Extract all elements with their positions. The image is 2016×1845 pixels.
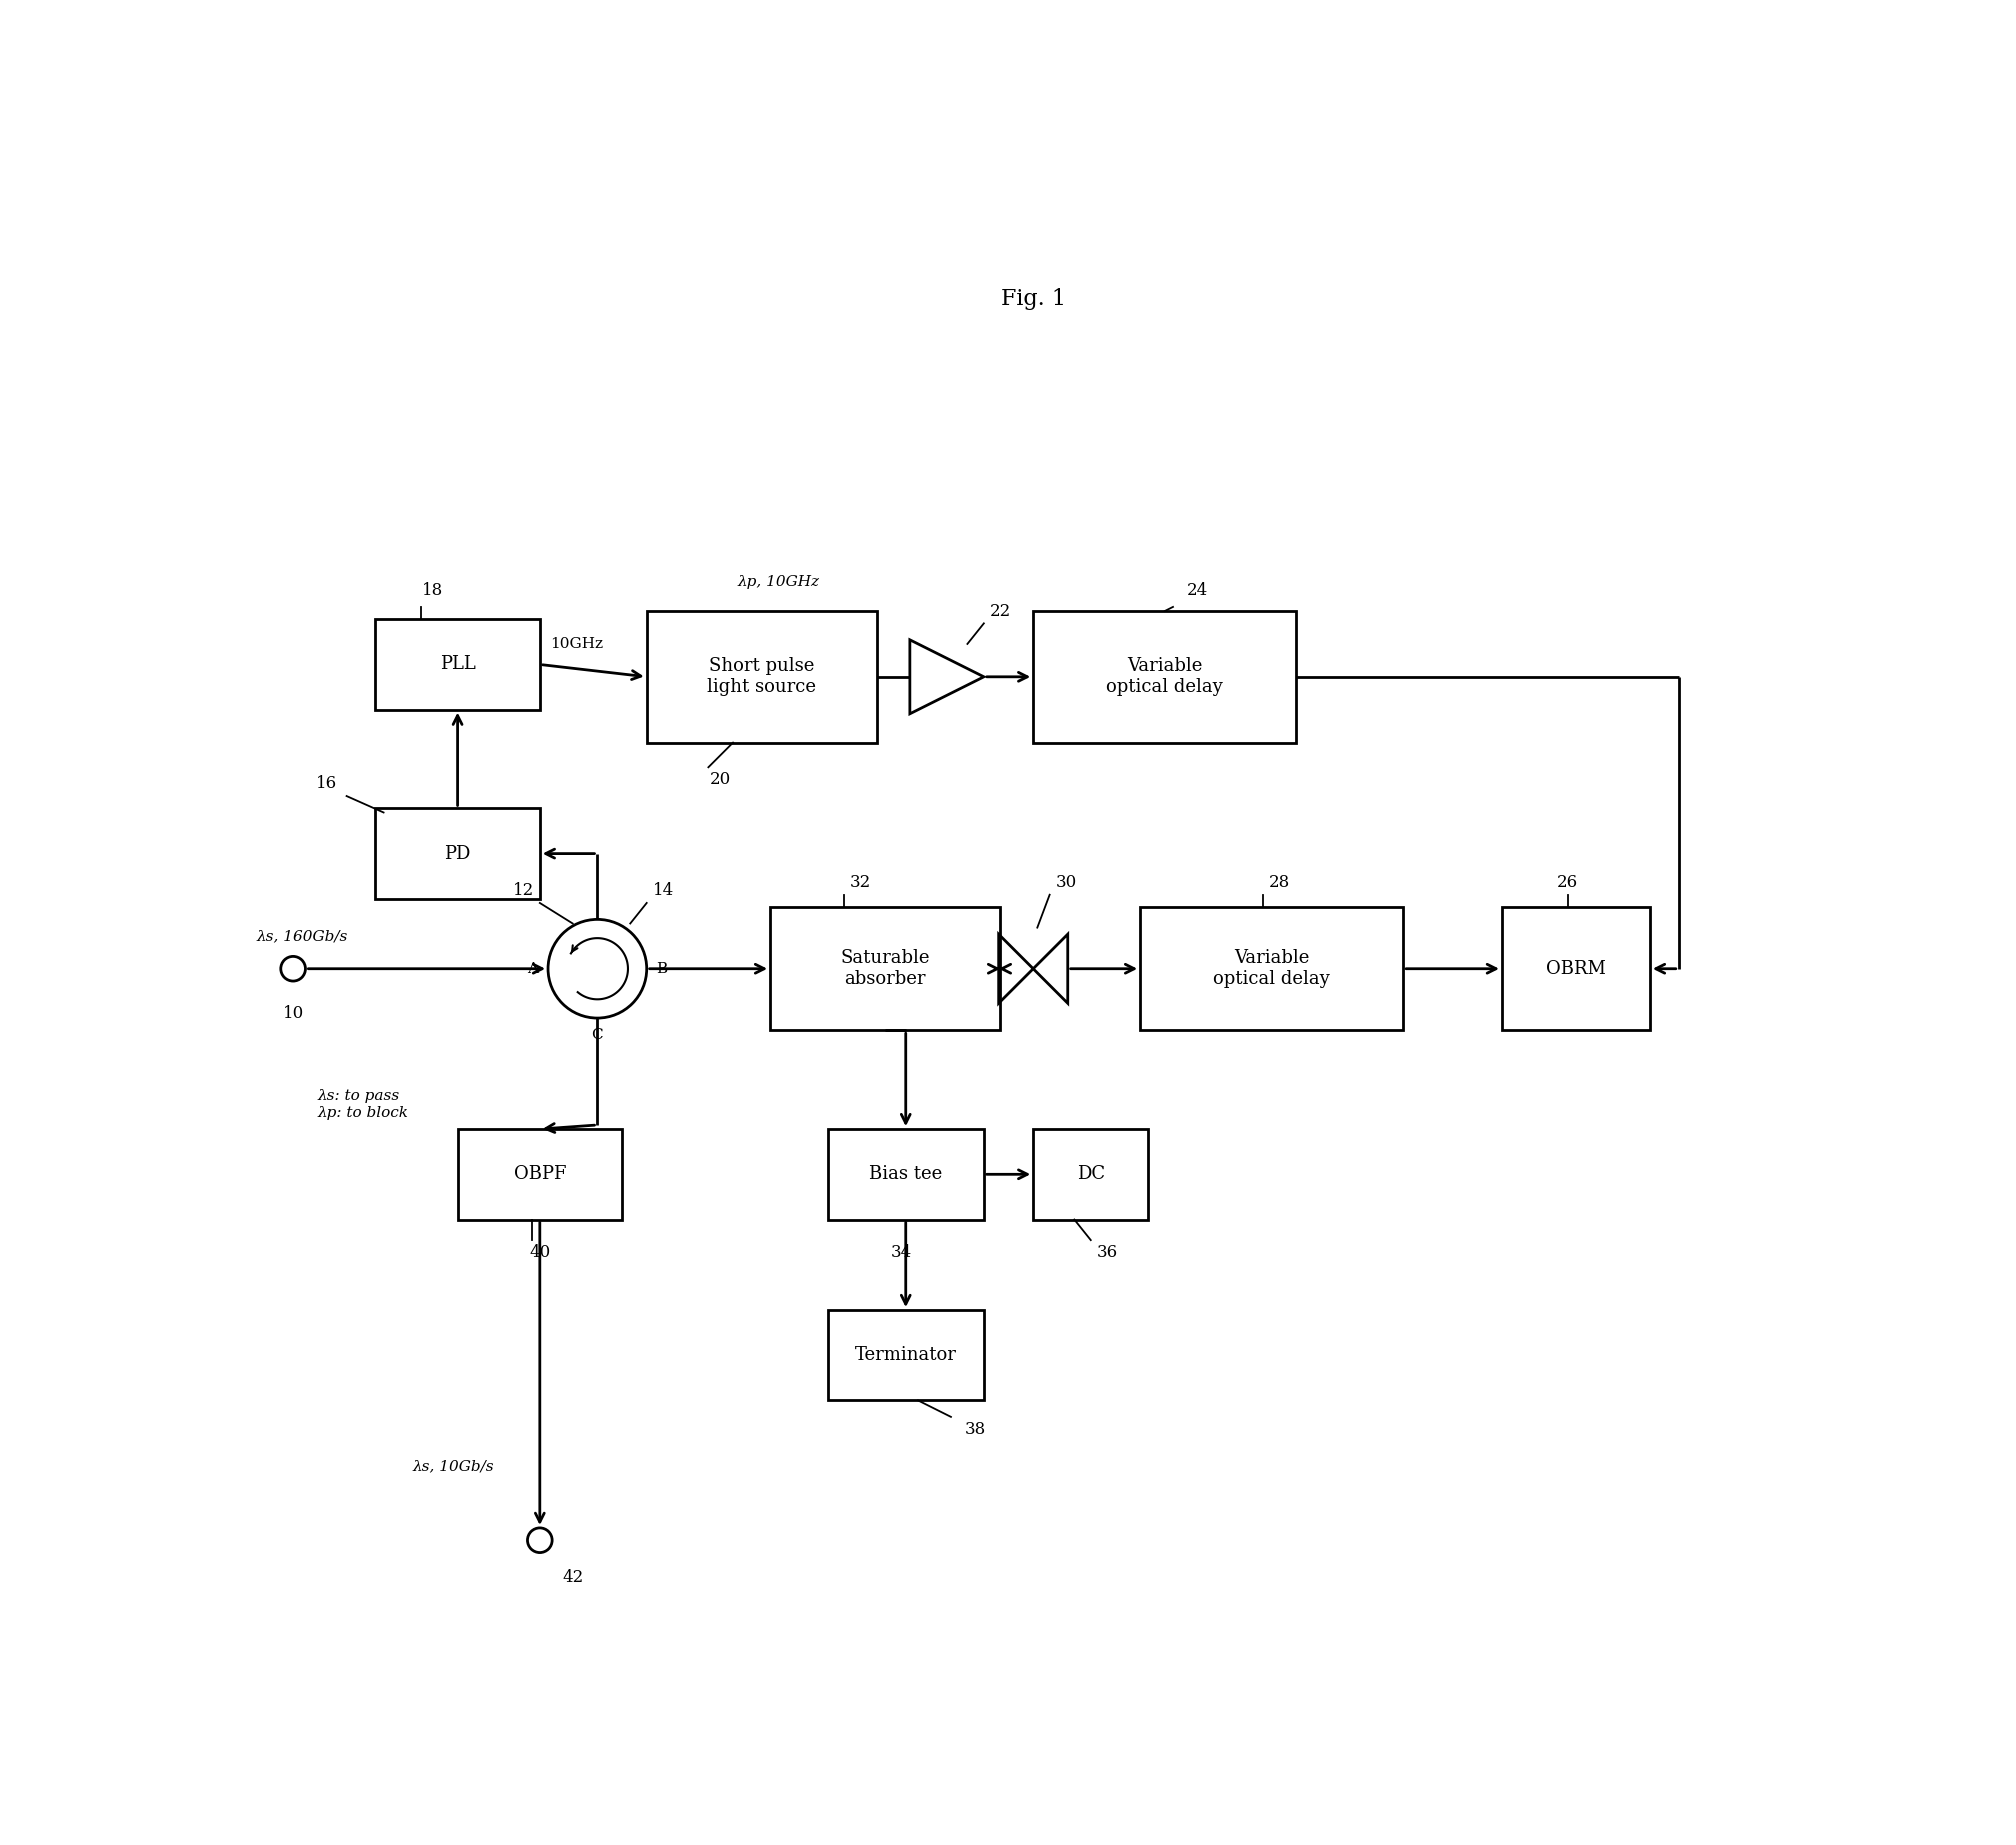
Text: λp, 10GHz: λp, 10GHz [738,576,818,589]
Text: OBRM: OBRM [1546,959,1607,978]
Text: 36: 36 [1097,1244,1117,1260]
Text: 12: 12 [512,882,534,899]
Text: 30: 30 [1056,875,1077,891]
Bar [375,808,540,899]
Bar [375,620,540,710]
Text: 18: 18 [421,581,444,600]
Text: 42: 42 [562,1568,583,1585]
Bar [829,1310,984,1400]
Text: λs, 160Gb/s: λs, 160Gb/s [256,928,347,943]
Text: 28: 28 [1270,875,1290,891]
Bar [1032,1129,1149,1220]
Bar [1502,908,1649,1030]
Text: PLL: PLL [439,655,476,673]
Text: PD: PD [444,845,472,863]
Text: Short pulse
light source: Short pulse light source [708,657,816,696]
Text: 22: 22 [990,603,1010,620]
Text: 40: 40 [528,1244,550,1260]
Text: λs: to pass
λp: to block: λs: to pass λp: to block [319,1089,409,1120]
Bar [1032,611,1296,742]
Text: 10: 10 [282,1006,304,1022]
Text: 16: 16 [314,775,337,792]
Text: Variable
optical delay: Variable optical delay [1107,657,1224,696]
Text: 10GHz: 10GHz [550,637,603,651]
Text: Saturable
absorber: Saturable absorber [841,950,929,989]
Text: Variable
optical delay: Variable optical delay [1214,950,1331,989]
Text: 32: 32 [851,875,871,891]
Text: OBPF: OBPF [514,1166,566,1183]
Bar [458,1129,623,1220]
Text: C: C [591,1028,603,1042]
Bar [770,908,1000,1030]
Text: 20: 20 [710,771,732,788]
Text: 26: 26 [1556,875,1579,891]
Text: DC: DC [1077,1166,1105,1183]
Text: 38: 38 [966,1421,986,1437]
Bar [1141,908,1403,1030]
Text: λs, 10Gb/s: λs, 10Gb/s [413,1459,494,1472]
Text: 24: 24 [1187,581,1208,600]
Text: 14: 14 [653,882,673,899]
Text: Terminator: Terminator [855,1347,958,1363]
Text: Bias tee: Bias tee [869,1166,941,1183]
Bar [647,611,877,742]
Text: Fig. 1: Fig. 1 [1000,288,1066,310]
Text: 34: 34 [891,1244,913,1260]
Text: B: B [657,961,667,976]
Bar [829,1129,984,1220]
Text: A: A [526,961,538,976]
